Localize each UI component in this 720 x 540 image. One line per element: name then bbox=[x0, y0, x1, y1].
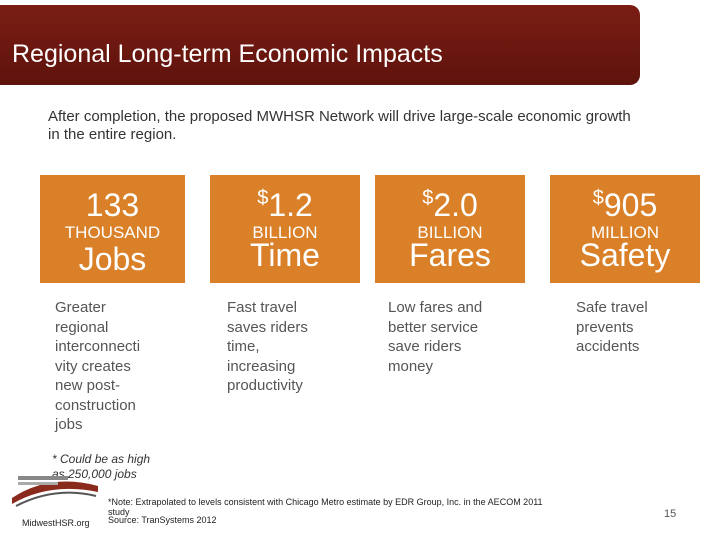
impact-label: Jobs bbox=[78, 241, 147, 277]
impact-label: Time bbox=[250, 237, 320, 273]
impact-description: Low fares and better service save riders… bbox=[388, 299, 483, 375]
impact-box: $1.2 BILLION Time bbox=[210, 175, 360, 283]
impact-label: Safety bbox=[579, 237, 671, 273]
impact-description: Fast travel saves riders time, increasin… bbox=[227, 299, 308, 394]
impact-unit: BILLION bbox=[417, 223, 483, 242]
logo bbox=[12, 476, 98, 507]
impact-box: $905 MILLION Safety bbox=[550, 175, 700, 283]
impact-description: Safe travel prevents accidents bbox=[576, 299, 648, 355]
amount: 1.2 bbox=[268, 187, 313, 223]
impact-amount: 133 bbox=[40, 187, 185, 224]
logo-text: MidwestHSR.org bbox=[22, 518, 90, 528]
impact-label: Fares bbox=[409, 237, 491, 273]
impact-box: 133 THOUSAND Jobs bbox=[40, 175, 185, 283]
intro-text: After completion, the proposed MWHSR Net… bbox=[48, 108, 631, 143]
impact-description: Greater regional interconnectivity creat… bbox=[55, 299, 141, 433]
impact-unit: THOUSAND bbox=[64, 223, 161, 242]
impact-box: $2.0 BILLION Fares bbox=[375, 175, 525, 283]
amount: 905 bbox=[603, 187, 658, 223]
impact-amount: $1.2 bbox=[210, 187, 360, 224]
amount: 133 bbox=[85, 187, 140, 223]
title-bar bbox=[0, 5, 640, 85]
source: Source: TranSystems 2012 bbox=[108, 515, 217, 525]
footnote: * Could be as high as 250,000 jobs bbox=[52, 452, 151, 481]
page-number: 15 bbox=[664, 508, 677, 520]
currency-symbol: $ bbox=[257, 187, 269, 209]
title: Regional Long-term Economic Impacts bbox=[12, 40, 443, 68]
amount: 2.0 bbox=[433, 187, 478, 223]
impact-amount: $2.0 bbox=[375, 187, 525, 224]
currency-symbol: $ bbox=[592, 187, 604, 209]
impact-unit: BILLION bbox=[252, 223, 318, 242]
impact-amount: $905 bbox=[550, 187, 700, 224]
currency-symbol: $ bbox=[422, 187, 434, 209]
note: *Note: Extrapolated to levels consistent… bbox=[108, 497, 543, 517]
impact-unit: MILLION bbox=[590, 223, 660, 242]
